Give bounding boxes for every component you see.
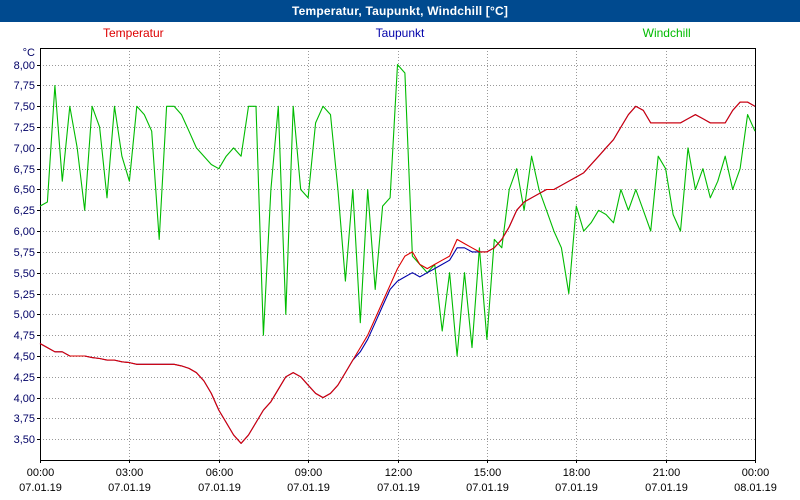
title-bar: Temperatur, Taupunkt, Windchill [°C] [0, 0, 800, 22]
y-tick-label: 5,50 [14, 268, 35, 280]
legend-item-temperatur: Temperatur [102, 26, 164, 40]
y-tick-label: 3,50 [14, 434, 35, 446]
x-tick-date-label: 07.01.19 [466, 482, 509, 494]
x-tick-time-label: 00:00 [27, 467, 55, 479]
y-tick-label: 7,75 [14, 80, 35, 92]
x-tick-time-label: 12:00 [385, 467, 413, 479]
x-tick-time-label: 09:00 [295, 467, 323, 479]
legend-item-taupunkt: Taupunkt [375, 26, 425, 40]
y-tick-label: 5,75 [14, 247, 35, 259]
y-tick-label: 4,50 [14, 351, 35, 363]
x-tick-time-label: 00:00 [742, 467, 770, 479]
y-tick-label: 7,00 [14, 143, 35, 155]
y-tick-label: 5,00 [14, 309, 35, 321]
y-tick-label: 6,50 [14, 184, 35, 196]
legend-item-windchill: Windchill [642, 26, 691, 40]
y-tick-label: 7,50 [14, 101, 35, 113]
y-tick-label: 4,75 [14, 330, 35, 342]
x-tick-date-label: 07.01.19 [19, 482, 62, 494]
series-windchill-line [39, 64, 756, 357]
x-tick-date-label: 07.01.19 [198, 482, 241, 494]
x-tick-date-label: 07.01.19 [555, 482, 598, 494]
x-tick-date-label: 07.01.19 [287, 482, 330, 494]
y-tick-label: 6,00 [14, 226, 35, 238]
x-tick-date-label: 07.01.19 [645, 482, 688, 494]
x-tick-time-label: 06:00 [206, 467, 234, 479]
y-tick-label: 7,25 [14, 122, 35, 134]
legend: Temperatur Taupunkt Windchill [0, 22, 800, 44]
chart-plot-area: 8,00 7,75 7,50 7,25 7,00 6,75 6,50 6,25 6,00 5,75… [0, 44, 800, 500]
x-tick-date-label: 07.01.19 [108, 482, 151, 494]
y-tick-label: 6,75 [14, 164, 35, 176]
chart-title: Temperatur, Taupunkt, Windchill [°C] [291, 4, 509, 18]
x-tick-date-label: 08.01.19 [734, 482, 777, 494]
y-tick-label: 3,75 [14, 413, 35, 425]
x-tick-time-label: 03:00 [116, 467, 144, 479]
y-tick-label: 6,25 [14, 205, 35, 217]
x-tick-time-label: 18:00 [563, 467, 591, 479]
y-axis-unit-label: °C [23, 47, 35, 59]
y-tick-label: 4,00 [14, 393, 35, 405]
y-tick-label: 5,25 [14, 289, 35, 301]
x-tick-time-label: 15:00 [474, 467, 502, 479]
x-tick-date-label: 07.01.19 [377, 482, 420, 494]
y-tick-label: 4,25 [14, 372, 35, 384]
x-tick-time-label: 21:00 [653, 467, 681, 479]
plot-frame [40, 48, 756, 461]
y-tick-label: 8,00 [14, 60, 35, 72]
series-taupunkt-line [39, 101, 756, 444]
series-temperatur-line [39, 101, 756, 444]
